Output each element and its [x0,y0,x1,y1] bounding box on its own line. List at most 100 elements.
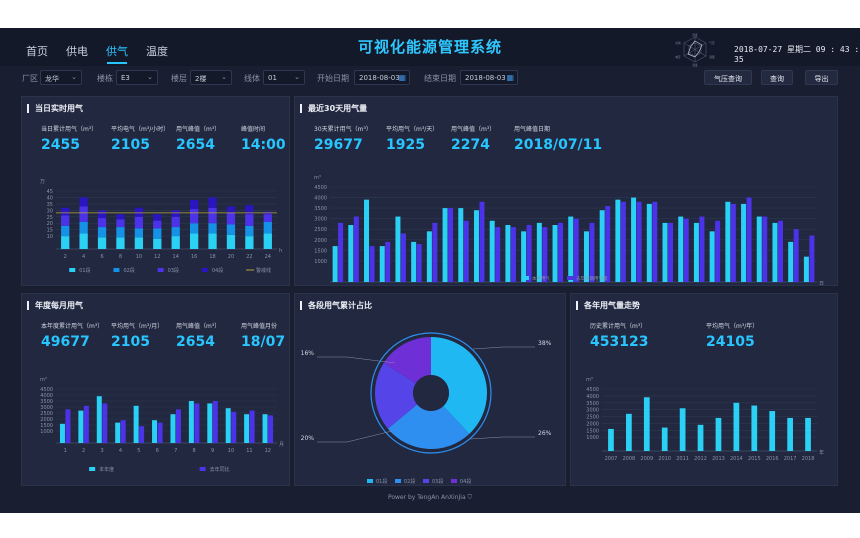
bar [683,218,689,282]
bar [97,237,107,249]
legend-label: 本月用气 [532,275,550,282]
start-date-value: 2018-08-03 [359,74,400,82]
bar [510,227,516,282]
bar [803,256,809,282]
chevron-down-icon: ⌄ [221,73,227,81]
legend-label: 警戒线 [256,267,271,274]
y-tick-label: 2000 [40,417,53,423]
y-tick-label: 2000 [314,238,327,244]
bar [620,201,626,282]
bar [725,201,731,282]
y-tick-label: 4500 [586,387,599,393]
x-tick-label: 6 [156,448,159,454]
bar [208,233,217,249]
factory-select[interactable]: 龙华 ⌄ [40,70,82,85]
metric-label: 平均用气（m³/月） [111,323,164,330]
y-tick-label: 4000 [586,394,599,400]
floor-select[interactable]: 2楼 ⌄ [190,70,232,85]
y-tick-label: 3500 [586,401,599,407]
line-label: 线体 [244,74,260,83]
bar [153,238,162,249]
y-tick-label: 4000 [40,393,53,399]
x-tick-label: 5 [137,448,140,454]
bar [133,405,139,443]
start-date-input[interactable]: 2018-08-03 ▦ [354,70,410,85]
chevron-down-icon: ⌄ [294,73,300,81]
x-tick-label: 2018 [802,456,815,462]
y-tick-label: 3500 [314,206,327,212]
y-tick-label: 1000 [314,259,327,265]
x-tick-label: 3 [100,448,103,454]
legend-label: 04段 [460,478,471,485]
y-tick-label: 1500 [40,423,53,429]
metric-label: 当日累计用气（m³） [41,126,98,133]
bar [79,206,88,222]
factory-value: 龙华 [45,75,59,83]
bar [715,220,721,282]
line-select[interactable]: 01 ⌄ [263,70,305,85]
bar [194,403,200,443]
chevron-down-icon: ⌄ [71,73,77,81]
radar-label: 流量 [709,55,715,59]
x-unit-label: 月 [279,442,284,448]
bar [263,214,272,222]
bar [231,411,237,443]
bar [263,221,272,234]
bar [615,199,621,282]
y-tick-label: 1500 [586,428,599,434]
y-tick-label: 2500 [40,411,53,417]
end-date-label: 结束日期 [424,74,456,83]
end-date-input[interactable]: 2018-08-03 ▦ [460,70,518,85]
bar [208,223,217,234]
bar [170,414,176,443]
bar [116,219,125,228]
bar [542,227,548,282]
bar [83,405,89,443]
nav-temperature[interactable]: 温度 [146,45,168,58]
building-select[interactable]: E3 ⌄ [116,70,158,85]
bar [120,420,126,443]
label-leader-line [472,346,535,350]
pressure-query-button[interactable]: 气压查询 [704,70,752,85]
bar [245,225,254,237]
y-tick-label: 4500 [40,387,53,393]
bar [249,410,255,443]
bar [697,424,704,451]
x-tick-label: 2012 [694,456,707,462]
metric-label: 平均电气（m³/小时） [111,126,170,133]
nav-power[interactable]: 供电 [66,45,88,58]
donut-slice [375,362,418,429]
x-tick-label: 10 [136,254,142,260]
bar [134,216,144,229]
legend-label: 03段 [168,267,179,274]
radar-label: 湿度 [692,63,698,67]
label-leader-line [469,436,535,440]
legend-swatch [567,276,573,280]
bar [416,244,422,282]
footer: Power by TengAn AnXinJia ⛉ [0,494,860,502]
building-value: E3 [121,74,130,82]
floor-label: 楼层 [171,74,187,83]
bar [226,234,236,249]
x-tick-label: 24 [265,254,271,260]
nav-home[interactable]: 首页 [26,45,48,58]
x-tick-label: 2015 [748,456,761,462]
metric-label: 用气峰值（m³） [451,126,496,133]
bar [189,209,199,224]
legend-label: 本年度 [99,466,114,473]
end-date-value: 2018-08-03 [465,74,506,82]
export-button[interactable]: 导出 [805,70,838,85]
bar [348,225,354,282]
query-button[interactable]: 查询 [761,70,793,85]
bar [102,403,108,443]
x-tick-label: 2007 [605,456,618,462]
bar [225,408,231,443]
x-tick-label: 9 [211,448,214,454]
bar [78,410,84,443]
metric-value: 2274 [451,137,490,153]
nav-gas[interactable]: 供气 [106,45,128,58]
bar [733,402,740,451]
y-tick-label: 35 [47,202,53,208]
filter-bar: 厂区 龙华 ⌄ 楼栋 E3 ⌄ 楼层 2楼 ⌄ 线体 01 ⌄ 开始日期 2018-08… [0,68,860,90]
bar [730,203,736,282]
